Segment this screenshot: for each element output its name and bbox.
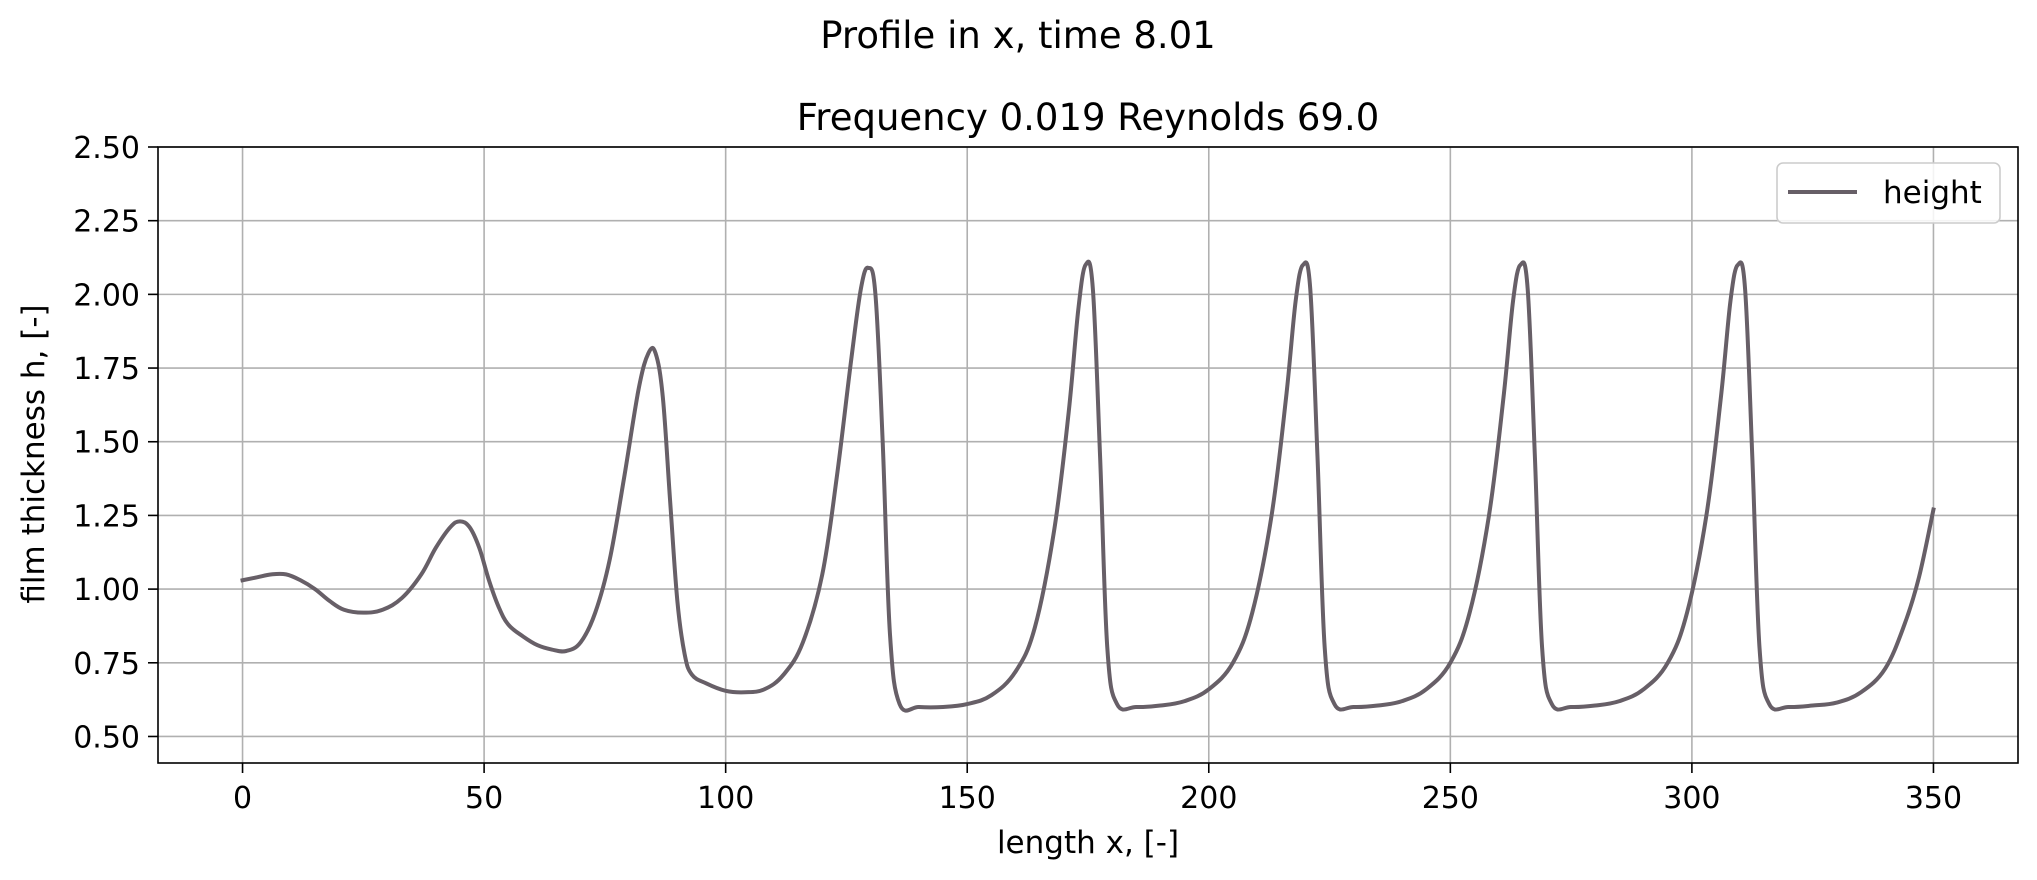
x-tick-label: 250 xyxy=(1422,781,1479,816)
y-tick-label: 1.00 xyxy=(73,573,140,608)
chart-title: Frequency 0.019 Reynolds 69.0 xyxy=(797,96,1380,139)
y-tick-label: 2.25 xyxy=(73,205,140,240)
y-axis-label: film thickness h, [-] xyxy=(16,304,52,603)
figure-suptitle: Profile in x, time 8.01 xyxy=(820,14,1215,57)
x-tick-label: 350 xyxy=(1905,781,1962,816)
y-tick-label: 2.00 xyxy=(73,278,140,313)
x-tick-label: 300 xyxy=(1663,781,1720,816)
x-tick-label: 50 xyxy=(465,781,503,816)
series-line-height xyxy=(240,259,1936,713)
x-axis-label: length x, [-] xyxy=(997,825,1179,861)
y-tick-label: 1.75 xyxy=(73,352,140,387)
y-tick-label: 0.50 xyxy=(73,720,140,755)
x-tick-label: 150 xyxy=(939,781,996,816)
legend: height xyxy=(1776,162,2001,224)
legend-label-height: height xyxy=(1883,175,1982,211)
x-tick-label: 100 xyxy=(697,781,754,816)
y-tick-label: 1.25 xyxy=(73,499,140,534)
axes-frame xyxy=(157,146,2019,764)
axis-ticks: 0 50 100 150 200 250 300 350 0.50 0.75 1.00 1.25 1.5… xyxy=(73,131,1962,816)
y-tick-label: 1.50 xyxy=(73,426,140,461)
grid-lines xyxy=(158,146,2018,763)
y-tick-label: 0.75 xyxy=(73,647,140,682)
y-tick-label: 2.50 xyxy=(73,131,140,166)
legend-box xyxy=(1776,162,2001,224)
x-tick-label: 0 xyxy=(233,781,252,816)
x-tick-label: 200 xyxy=(1180,781,1237,816)
plot-area xyxy=(240,259,1936,713)
